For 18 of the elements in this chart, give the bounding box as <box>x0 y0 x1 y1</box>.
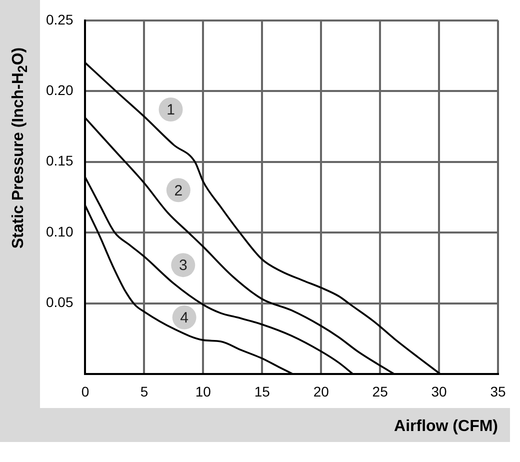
x-tick-label: 20 <box>313 383 330 400</box>
x-tick-label: 10 <box>195 383 212 400</box>
y-tick-label: 0.20 <box>46 82 74 98</box>
x-tick-label: 0 <box>81 383 90 400</box>
x-axis-title: Airflow (CFM) <box>394 418 498 435</box>
annotation: 2 <box>174 182 183 200</box>
annotation: 1 <box>166 102 175 119</box>
x-tick-label: 35 <box>490 383 506 400</box>
y-tick-label: 0.05 <box>46 294 74 310</box>
y-tick-label: 0.15 <box>46 152 74 169</box>
x-tick-label: 25 <box>372 383 388 400</box>
x-tick-label: 30 <box>431 383 448 400</box>
x-tick-label: 5 <box>140 383 148 400</box>
y-tick-label: 0.10 <box>46 223 74 240</box>
x-tick-label: 15 <box>254 383 270 400</box>
annotation: 3 <box>178 257 188 274</box>
annotation: 4 <box>180 310 188 327</box>
y-tick-label: 0.25 <box>46 11 74 28</box>
